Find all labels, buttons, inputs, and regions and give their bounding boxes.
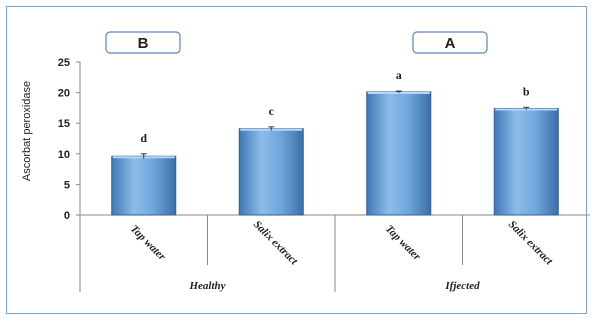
group-label: Ifjected bbox=[444, 280, 480, 292]
significance-letter: d bbox=[140, 131, 147, 145]
significance-letter: a bbox=[396, 68, 402, 82]
significance-letter: b bbox=[523, 84, 530, 98]
panel-label-b: B bbox=[105, 31, 181, 54]
category-labels: Tap water Salix extract Tap water Salix ext… bbox=[128, 218, 556, 268]
error-bars bbox=[140, 90, 530, 159]
y-tick-label: 25 bbox=[58, 57, 70, 69]
y-tick-label: 5 bbox=[64, 179, 70, 191]
panel-label-a: A bbox=[412, 31, 488, 54]
bar-highlight bbox=[367, 91, 430, 94]
bar bbox=[493, 108, 559, 216]
bar bbox=[111, 155, 177, 216]
bar bbox=[238, 128, 304, 216]
category-label: Salix extract bbox=[251, 218, 301, 268]
bar bbox=[366, 91, 432, 216]
significance-letter: c bbox=[269, 104, 275, 118]
category-dividers bbox=[207, 215, 463, 292]
y-tick-label: 20 bbox=[58, 88, 70, 100]
y-tick-label: 0 bbox=[64, 210, 70, 222]
significance-letters: d c a b bbox=[140, 68, 530, 145]
bars bbox=[111, 91, 559, 216]
y-ticks: 0 5 10 15 20 25 bbox=[58, 57, 80, 222]
y-tick-label: 15 bbox=[58, 118, 70, 130]
category-label: Tap water bbox=[128, 223, 168, 263]
y-axis-label: Ascorbat peroxidase bbox=[21, 81, 33, 181]
y-tick-label: 10 bbox=[58, 149, 70, 161]
panel-label-b-text: B bbox=[138, 35, 149, 52]
panel-label-a-text: A bbox=[445, 35, 456, 52]
group-label: Healthy bbox=[188, 280, 225, 292]
category-label: Salix extract bbox=[506, 218, 556, 268]
category-label: Tap water bbox=[383, 223, 423, 263]
group-labels: Healthy Ifjected bbox=[188, 280, 480, 292]
